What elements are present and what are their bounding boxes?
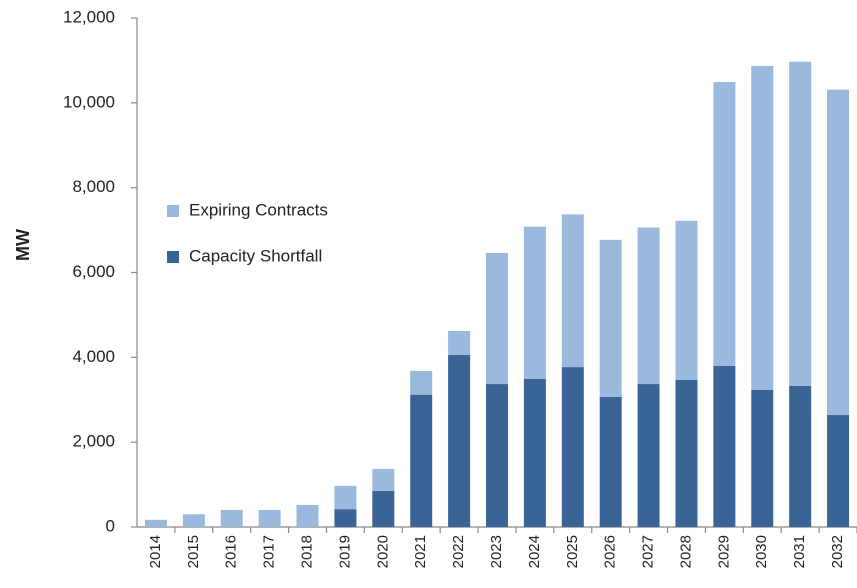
x-tick-label: 2021 (412, 535, 429, 568)
bar-segment (637, 384, 660, 527)
legend-label: Expiring Contracts (189, 200, 328, 219)
x-tick-label: 2025 (564, 535, 581, 568)
x-tick-label: 2022 (450, 535, 467, 568)
bar-segment (827, 415, 850, 527)
bar-segment (599, 239, 622, 397)
x-tick-label: 2023 (488, 535, 505, 568)
bar-segment (372, 490, 395, 527)
y-tick-label: 8,000 (72, 177, 115, 196)
x-tick-label: 2027 (640, 535, 657, 568)
x-tick-label: 2019 (336, 535, 353, 568)
y-tick-label: 0 (106, 516, 115, 535)
bar-segment (675, 220, 698, 380)
x-tick-label: 2020 (374, 535, 391, 568)
bar-segment (410, 370, 433, 395)
y-tick-label: 6,000 (72, 262, 115, 281)
x-tick-label: 2014 (147, 535, 164, 568)
bar-segment (182, 514, 205, 527)
x-tick-label: 2028 (677, 535, 694, 568)
bar-segment (827, 89, 850, 416)
bar-segment (486, 252, 508, 385)
x-tick-label: 2029 (715, 535, 732, 568)
bar-segment (599, 396, 622, 527)
bar-segment (334, 485, 357, 510)
x-tick-label: 2032 (829, 535, 846, 568)
bar-segment (637, 227, 660, 385)
bar-segment (334, 509, 357, 527)
bar-segment (523, 378, 546, 527)
bar-segment (410, 394, 433, 527)
y-tick-label: 12,000 (63, 7, 115, 26)
x-tick-label: 2030 (753, 535, 770, 568)
x-tick-label: 2017 (261, 535, 278, 568)
legend-swatch (167, 251, 179, 263)
bar-segment (296, 504, 319, 527)
bar-segment (713, 365, 736, 527)
bar-segment (789, 385, 812, 527)
legend-swatch (167, 205, 179, 217)
x-tick-label: 2016 (223, 535, 240, 568)
bar-segment (789, 61, 812, 386)
bar-segment (751, 389, 774, 527)
x-tick-label: 2024 (526, 535, 543, 568)
legend-label: Capacity Shortfall (189, 246, 322, 265)
bar-segment (713, 82, 736, 366)
x-tick-label: 2018 (298, 535, 315, 568)
bar-segment (144, 519, 167, 527)
y-tick-label: 4,000 (72, 347, 115, 366)
bar-segment (448, 354, 471, 527)
bar-segment (448, 331, 471, 355)
y-axis-label: MW (13, 229, 33, 261)
bar-segment (561, 214, 584, 368)
x-tick-label: 2026 (602, 535, 619, 568)
bar-segment (561, 367, 584, 527)
y-tick-label: 2,000 (72, 432, 115, 451)
bar-segment (258, 510, 281, 527)
bar-segment (523, 226, 546, 379)
bar-segment (486, 384, 508, 527)
bar-segment (675, 379, 698, 527)
bar-segment (751, 65, 774, 390)
x-tick-label: 2015 (185, 535, 202, 568)
bar-segment (372, 468, 395, 491)
y-tick-label: 10,000 (63, 92, 115, 111)
bar-segment (220, 510, 243, 527)
x-tick-label: 2031 (791, 535, 808, 568)
